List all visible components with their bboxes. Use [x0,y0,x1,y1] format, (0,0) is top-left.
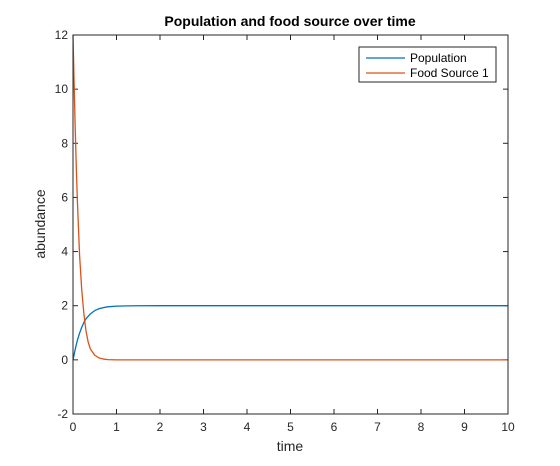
y-axis-label: abundance [32,189,48,259]
legend: Population Food Source 1 [358,46,497,83]
y-tick-label: 6 [61,190,68,204]
x-tick-label: 1 [113,420,120,434]
y-tick-label: -2 [57,407,68,421]
x-tick-label: 6 [331,420,338,434]
y-tick-label: 12 [55,28,69,42]
y-tick-label: 2 [61,299,68,313]
x-tick-label: 0 [70,420,77,434]
legend-label-food-source-1: Food Source 1 [410,66,489,80]
x-tick-label: 8 [418,420,425,434]
x-tick-label: 7 [374,420,381,434]
chart-title: Population and food source over time [164,13,415,29]
series-line-food-source-1 [72,34,508,361]
series-line-population [72,305,508,360]
plot-frame [72,34,509,415]
legend-label-population: Population [410,51,467,65]
series-lines [72,34,508,361]
x-tick-label: 9 [461,420,468,434]
y-tick-label: 4 [61,245,68,259]
y-tick-label: 10 [55,82,69,96]
x-tick-label: 10 [501,420,515,434]
x-tick-label: 4 [244,420,251,434]
y-tick-label: 8 [61,136,68,150]
x-axis-label: time [277,438,304,454]
legend-box [358,46,497,83]
x-tick-label: 3 [200,420,207,434]
x-tick-label: 5 [287,420,294,434]
plot-area [73,35,508,414]
y-tick-label: 0 [61,353,68,367]
x-tick-label: 2 [157,420,164,434]
